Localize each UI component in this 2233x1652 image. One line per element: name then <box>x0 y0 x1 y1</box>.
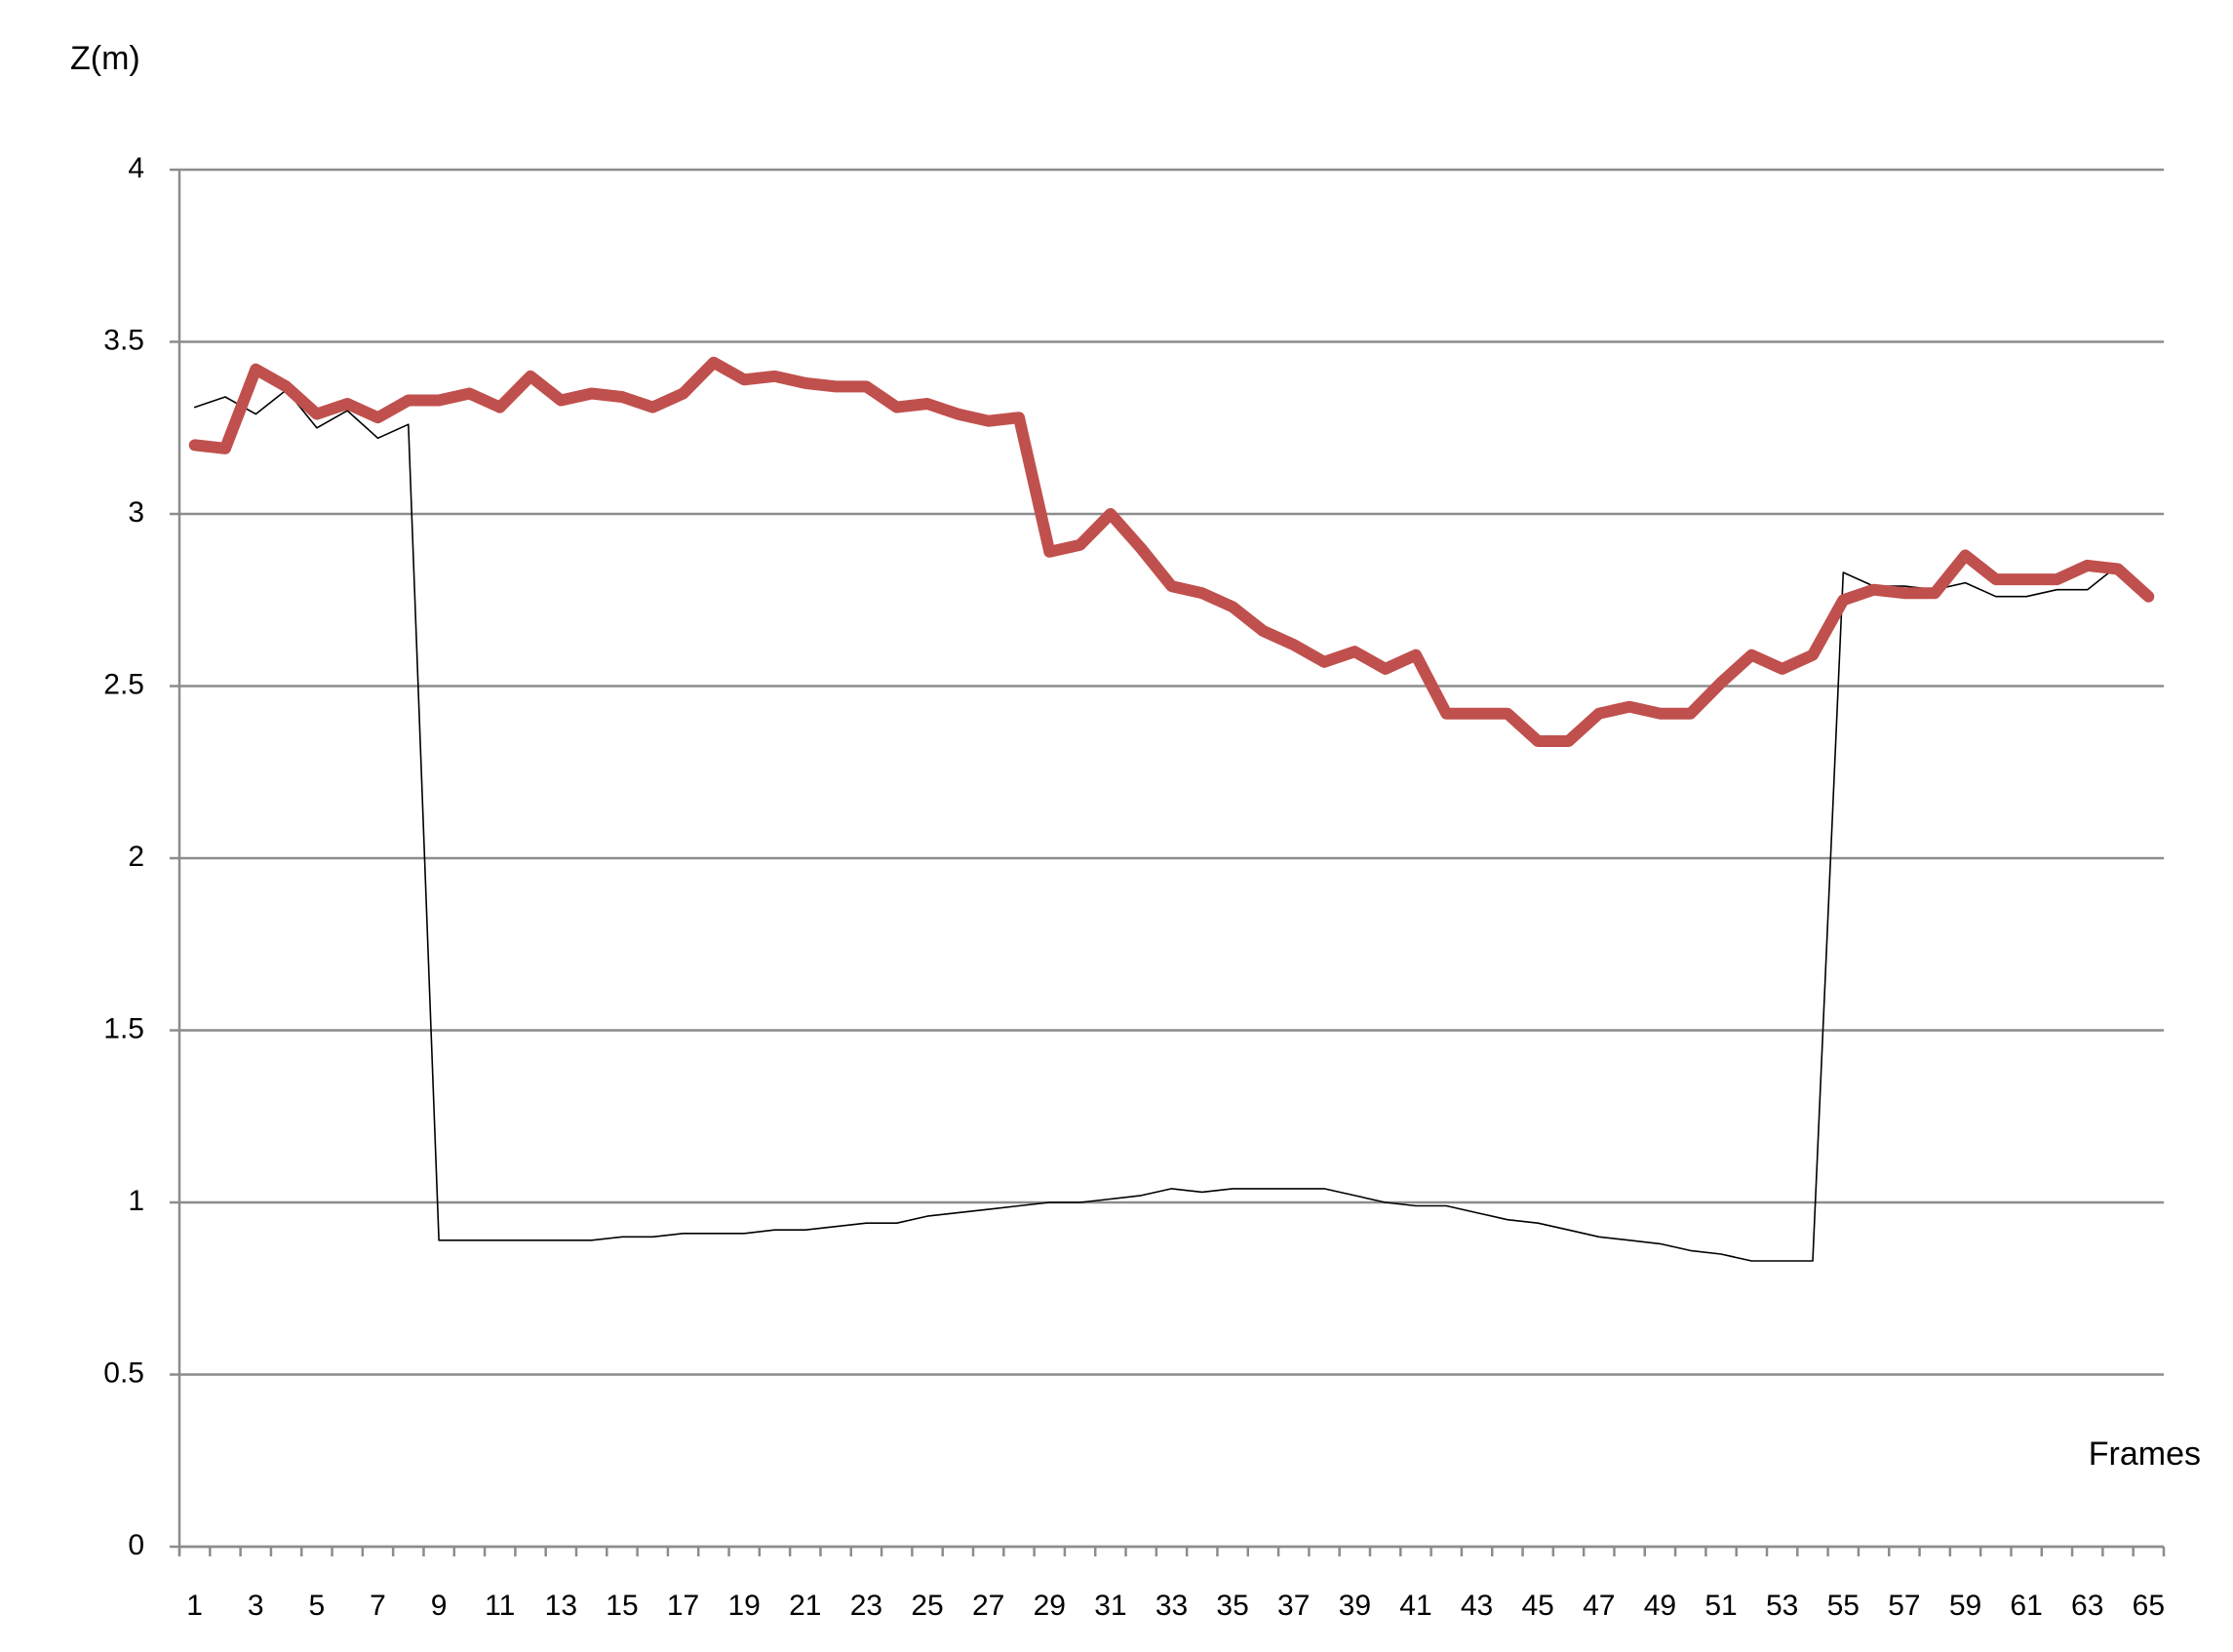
x-tick-label: 27 <box>972 1590 1004 1622</box>
x-tick-label: 41 <box>1399 1590 1431 1622</box>
x-tick-label: 55 <box>1827 1590 1860 1622</box>
y-tick-label: 4 <box>128 152 144 184</box>
x-tick-label: 29 <box>1034 1590 1066 1622</box>
x-tick-label: 39 <box>1339 1590 1371 1622</box>
x-tick-label: 53 <box>1766 1590 1798 1622</box>
x-tick-label: 5 <box>309 1590 326 1622</box>
x-tick-label: 21 <box>789 1590 821 1622</box>
y-tick-label: 1 <box>128 1185 144 1217</box>
x-tick-label: 37 <box>1277 1590 1310 1622</box>
x-tick-label: 31 <box>1094 1590 1126 1622</box>
x-tick-label: 59 <box>1949 1590 1981 1622</box>
y-tick-label: 1.5 <box>103 1012 144 1044</box>
x-tick-label: 11 <box>485 1590 515 1622</box>
y-tick-label: 3.5 <box>103 324 144 356</box>
x-tick-label: 15 <box>606 1590 638 1622</box>
x-tick-label: 61 <box>2010 1590 2042 1622</box>
x-tick-label: 45 <box>1522 1590 1554 1622</box>
y-axis-label: Z(m) <box>70 40 140 77</box>
x-axis-label: Frames <box>2089 1436 2201 1473</box>
x-tick-label: 33 <box>1156 1590 1188 1622</box>
data-line <box>193 389 2150 1262</box>
x-tick-label: 7 <box>370 1590 386 1622</box>
x-tick-label: 49 <box>1644 1590 1676 1622</box>
y-tick-label: 2.5 <box>103 668 144 700</box>
x-tick-label: 51 <box>1704 1590 1737 1622</box>
x-tick-label: 1 <box>186 1590 203 1622</box>
x-tick-label: 9 <box>431 1590 448 1622</box>
x-tick-label: 25 <box>911 1590 943 1622</box>
x-tick-label: 3 <box>248 1590 264 1622</box>
y-tick-label: 3 <box>128 496 144 529</box>
y-tick-label: 0.5 <box>103 1357 144 1389</box>
x-tick-label: 63 <box>2071 1590 2103 1622</box>
x-tick-label: 23 <box>850 1590 882 1622</box>
x-tick-label: 65 <box>2133 1590 2165 1622</box>
y-tick-label: 2 <box>128 841 144 873</box>
x-tick-label: 17 <box>667 1590 699 1622</box>
y-tick-label: 0 <box>128 1529 144 1561</box>
x-tick-label: 47 <box>1583 1590 1615 1622</box>
x-tick-label: 35 <box>1216 1590 1248 1622</box>
data-line <box>188 356 2155 747</box>
x-tick-label: 57 <box>1888 1590 1920 1622</box>
x-tick-label: 19 <box>728 1590 761 1622</box>
x-tick-label: 13 <box>545 1590 577 1622</box>
x-tick-label: 43 <box>1461 1590 1493 1622</box>
